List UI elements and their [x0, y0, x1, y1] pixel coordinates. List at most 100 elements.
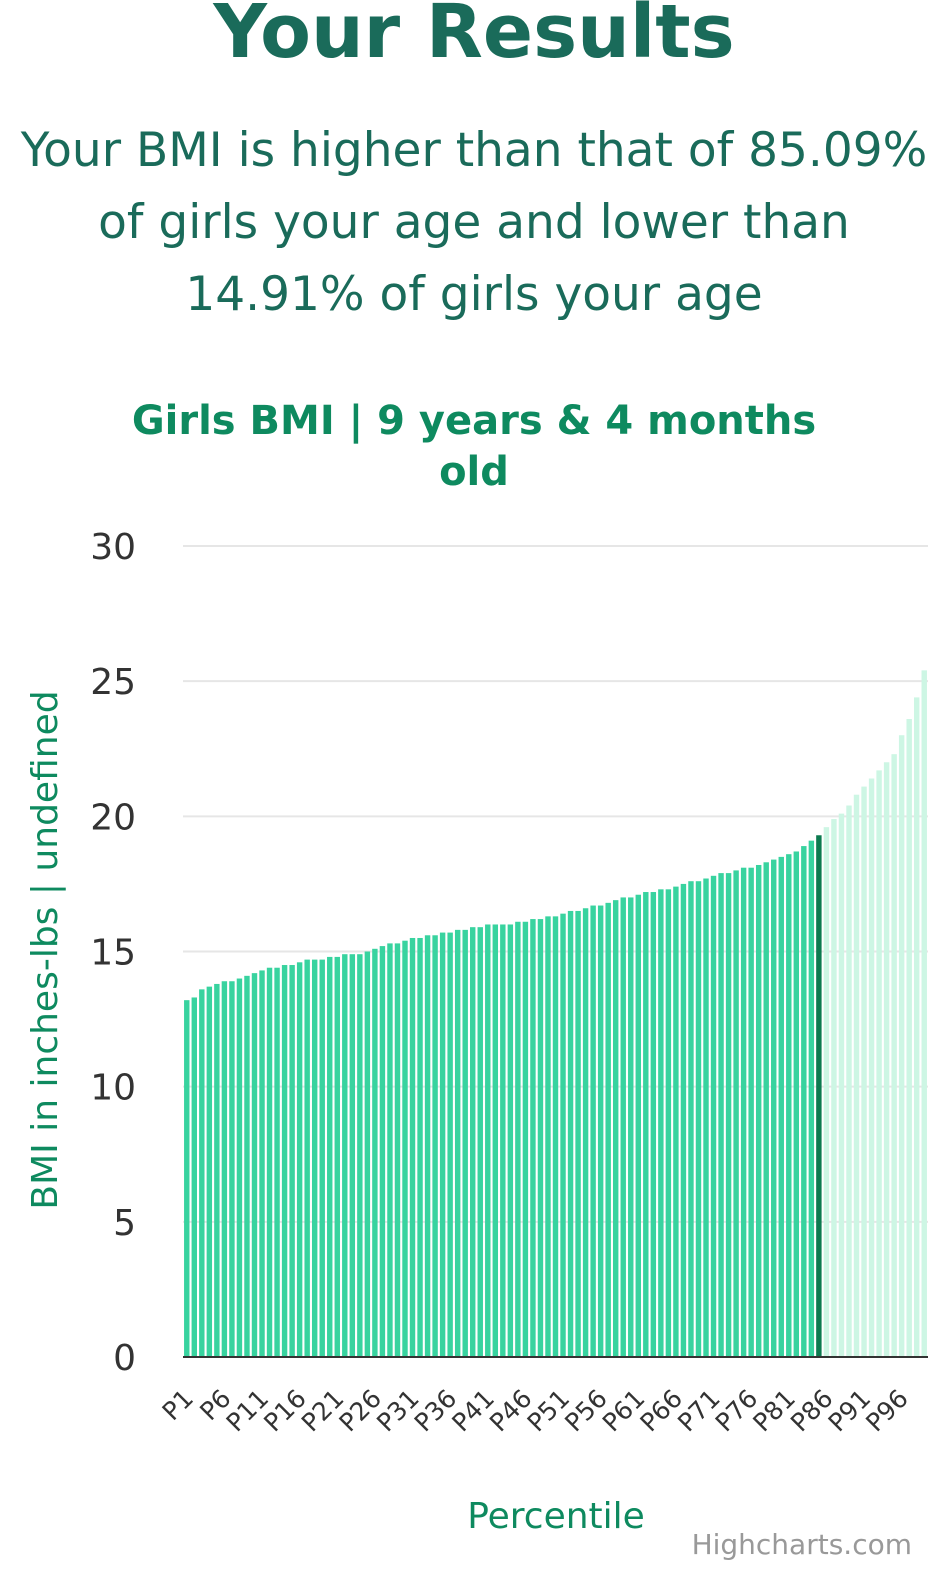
result-line: 14.91% of girls your age [185, 267, 763, 322]
bar [868, 778, 875, 1357]
bar [432, 935, 438, 1357]
bar [710, 875, 717, 1357]
x-axis-label: Percentile [467, 1496, 645, 1537]
bar [349, 954, 356, 1357]
bar [643, 892, 649, 1357]
chart-title: Girls BMI | 9 years & 4 months [132, 398, 816, 445]
bar [500, 924, 506, 1357]
bar [778, 856, 784, 1357]
bar [334, 956, 340, 1357]
bar [259, 970, 265, 1357]
bar [823, 827, 830, 1357]
bar [620, 897, 626, 1357]
y-tick-label: 30 [90, 527, 136, 568]
result-line: Your BMI is higher than that of 85.09% [20, 123, 928, 178]
chart-title: old [439, 449, 509, 495]
bar [462, 929, 468, 1357]
bar [755, 864, 762, 1357]
bar [221, 981, 228, 1357]
bar [387, 943, 393, 1357]
bar [718, 873, 724, 1357]
bar [522, 921, 529, 1357]
bar [477, 927, 483, 1357]
bar [552, 916, 559, 1357]
x-tick-label: P1 [157, 1384, 199, 1426]
bar [439, 932, 446, 1357]
bar [883, 762, 890, 1357]
bar [229, 981, 235, 1357]
bar [771, 859, 777, 1357]
bar [560, 913, 566, 1357]
bar [628, 897, 634, 1357]
bar [327, 956, 333, 1357]
bar [289, 965, 295, 1357]
bar [342, 954, 348, 1357]
page-title: Your Results [213, 0, 735, 75]
bar [545, 916, 551, 1357]
bar [199, 989, 205, 1357]
highcharts-credit[interactable]: Highcharts.com [692, 1528, 912, 1561]
bar [898, 735, 905, 1357]
bar [831, 819, 837, 1357]
bar [394, 943, 401, 1357]
bar [695, 881, 702, 1357]
bar [372, 948, 378, 1357]
bar [876, 770, 882, 1357]
bar [266, 967, 273, 1357]
bar [763, 862, 769, 1357]
bar [921, 670, 927, 1357]
y-axis-ticks: 0 5 10 15 20 25 30 [90, 527, 136, 1379]
bar [304, 959, 310, 1357]
bar [281, 965, 288, 1357]
bar [658, 889, 664, 1357]
bar [379, 946, 386, 1357]
bar [635, 894, 641, 1357]
bar [214, 983, 220, 1357]
bar [688, 881, 694, 1357]
bar [725, 873, 732, 1357]
result-summary: Your BMI is higher than that of 85.09% o… [0, 115, 948, 331]
bar [793, 851, 800, 1357]
bar [417, 937, 423, 1357]
bar [184, 1000, 190, 1357]
bar [402, 940, 408, 1357]
bar [786, 854, 792, 1357]
bar [515, 921, 521, 1357]
bar [740, 867, 747, 1357]
bar [846, 805, 852, 1357]
result-line: of girls your age and lower than [98, 195, 850, 250]
bar [861, 786, 867, 1357]
bar [816, 835, 822, 1357]
bar [507, 924, 514, 1357]
bar [612, 900, 619, 1357]
bar [409, 937, 416, 1357]
bar [673, 886, 679, 1357]
bar [191, 997, 197, 1357]
bar [424, 935, 431, 1357]
bar [319, 959, 325, 1357]
bar [808, 840, 815, 1357]
bar-series [184, 670, 927, 1357]
bar [492, 924, 499, 1357]
bar [470, 927, 476, 1357]
bar [838, 813, 845, 1357]
bar [364, 951, 371, 1357]
bar [891, 754, 897, 1357]
y-tick-label: 20 [90, 797, 136, 838]
bar [680, 883, 687, 1357]
bar [801, 846, 807, 1357]
bar [236, 978, 243, 1357]
bar [485, 924, 491, 1357]
bar [530, 919, 536, 1357]
bar [537, 919, 544, 1357]
bar [575, 910, 581, 1357]
bar [357, 954, 363, 1357]
bar [206, 986, 213, 1357]
bar [748, 867, 754, 1357]
bar [853, 794, 860, 1357]
bar [733, 870, 739, 1357]
bar [244, 975, 250, 1357]
bar [597, 905, 604, 1357]
bar [605, 902, 611, 1357]
